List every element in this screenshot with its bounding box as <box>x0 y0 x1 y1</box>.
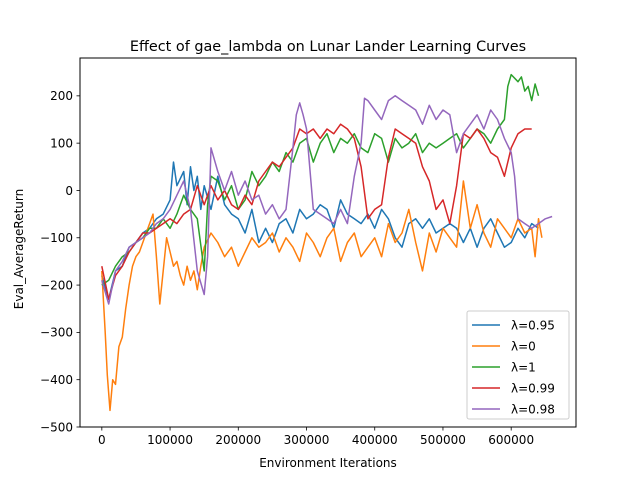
series-line-1 <box>101 161 539 301</box>
x-tick-label: 400000 <box>352 433 398 447</box>
y-axis-label: Eval_AverageReturn <box>12 189 26 309</box>
x-axis-label: Environment Iterations <box>259 456 397 470</box>
legend-label: λ=0.95 <box>511 318 555 332</box>
y-axis-ticks: −500 −400 −300 −200 −100 0 100 200 <box>40 89 80 434</box>
y-tick-label: 200 <box>50 89 73 103</box>
plot-frame <box>79 57 577 428</box>
series-line-4 <box>101 123 532 301</box>
legend-label: λ=0 <box>511 339 536 353</box>
series-line-3 <box>101 73 540 286</box>
legend-label: λ=1 <box>511 360 536 374</box>
legend-label: λ=0.98 <box>511 402 555 416</box>
series-line-5 <box>101 95 553 305</box>
chart-title: Effect of gae_lambda on Lunar Lander Lea… <box>130 39 526 55</box>
x-tick-label: 100000 <box>147 433 193 447</box>
legend-label: λ=0.99 <box>511 381 555 395</box>
y-tick-label: 100 <box>50 136 73 150</box>
x-tick-label: 500000 <box>420 433 466 447</box>
y-tick-label: 0 <box>65 184 73 198</box>
legend-box <box>466 310 570 420</box>
y-tick-label: −500 <box>40 420 73 434</box>
series-layer <box>101 73 553 412</box>
x-axis-ticks: 0 100000 200000 300000 400000 500000 600000 <box>98 427 534 447</box>
y-tick-label: −100 <box>40 231 73 245</box>
y-tick-label: −400 <box>40 373 73 387</box>
x-tick-label: 0 <box>98 433 106 447</box>
x-tick-label: 600000 <box>488 433 534 447</box>
x-tick-label: 200000 <box>215 433 261 447</box>
y-tick-label: −200 <box>40 278 73 292</box>
y-tick-label: −300 <box>40 326 73 340</box>
legend: λ=0.95 λ=0 λ=1 λ=0.99 λ=0.98 <box>466 310 570 420</box>
x-tick-label: 300000 <box>284 433 330 447</box>
